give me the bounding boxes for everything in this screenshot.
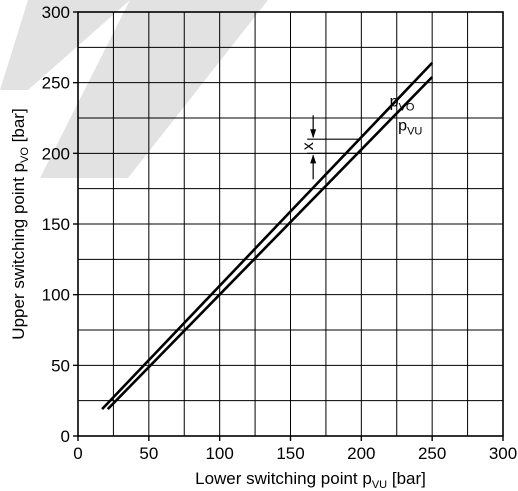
y-tick-label: 200	[42, 144, 70, 163]
series-label-vo: pVO	[390, 94, 415, 114]
x-tick-label: 200	[347, 444, 375, 463]
series-layer: pVO pVU	[101, 61, 434, 411]
annotation-arrowhead-top	[310, 129, 317, 139]
y-tick-label: 300	[42, 3, 70, 22]
y-tick-label: 250	[42, 74, 70, 93]
x-tick-label: 50	[139, 444, 158, 463]
tick-labels: 0 50 100 150 200 250 300 0 50 100 150 200 250 300	[42, 3, 518, 463]
series-line-vo	[101, 61, 434, 411]
y-tick-label: 100	[42, 286, 70, 305]
watermark-stroke-right	[40, 0, 268, 178]
series-label-vu: pVU	[398, 118, 422, 138]
x-tick-label: 300	[489, 444, 517, 463]
y-tick-label: 50	[51, 356, 70, 375]
x-tick-label: 150	[276, 444, 304, 463]
annotation-label: x	[300, 142, 317, 150]
y-tick-label: 150	[42, 215, 70, 234]
x-tick-label: 250	[418, 444, 446, 463]
annotation: x	[300, 115, 362, 180]
y-tick-label: 0	[61, 427, 70, 446]
watermark	[0, 0, 268, 178]
watermark-stroke-left	[0, 0, 130, 90]
series-line-vu	[106, 76, 434, 411]
x-tick-label: 0	[73, 444, 82, 463]
annotation-arrowhead-bottom	[310, 154, 317, 164]
y-axis-title: Upper switching point pVO [bar]	[9, 108, 31, 339]
x-tick-label: 100	[205, 444, 233, 463]
x-axis-title: Lower switching point pVU [bar]	[195, 469, 426, 491]
